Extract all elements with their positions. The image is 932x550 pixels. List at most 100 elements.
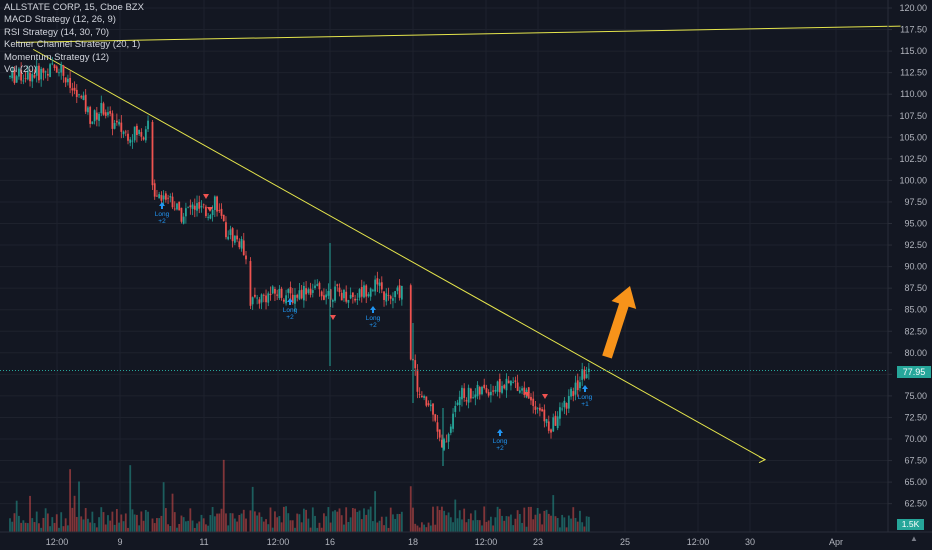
candle-body (300, 289, 303, 299)
candle-body (38, 65, 40, 81)
volume-bar (311, 507, 314, 532)
candle-body (309, 288, 312, 295)
candle-body (240, 239, 243, 249)
volume-bar (369, 506, 372, 532)
candle-body (42, 68, 45, 73)
volume-bar (20, 522, 23, 532)
volume-bar (271, 527, 274, 532)
volume-bar (561, 514, 564, 532)
volume-bar (372, 521, 374, 532)
volume-bar (260, 516, 263, 532)
volume-bar (358, 510, 361, 532)
volume-bar (80, 516, 83, 532)
indicator-momentum[interactable]: Momentum Strategy (12) (4, 51, 110, 63)
volume-bar (483, 506, 486, 532)
volume-bar (133, 514, 136, 532)
volume-bar (167, 524, 169, 532)
long-signal-icon (287, 298, 293, 302)
volume-bar (29, 495, 31, 532)
time-tick-label: Apr (829, 537, 843, 547)
time-tick-label: 12:00 (475, 537, 498, 547)
candle-body (543, 409, 546, 422)
volume-bar (73, 495, 76, 532)
volume-bar (115, 508, 118, 532)
short-signal-icon (203, 194, 209, 199)
volume-bar (93, 523, 96, 532)
volume-bar (184, 521, 187, 532)
candle-body (498, 378, 501, 393)
price-tick-label: 102.50 (899, 154, 927, 164)
candle-body (200, 205, 203, 208)
candle-body (356, 299, 359, 300)
candle-body (162, 195, 165, 200)
volume-bar (338, 508, 341, 532)
candle-body (363, 285, 365, 298)
volume-bar (347, 521, 350, 532)
candle-body (127, 133, 129, 141)
candle-body (434, 414, 437, 421)
candle-body (358, 289, 361, 298)
candle-body (51, 63, 54, 65)
volume-bar (158, 518, 161, 532)
price-tick-label: 97.50 (904, 197, 927, 207)
candle-body (367, 294, 370, 297)
volume-bar (467, 518, 470, 532)
indicator-volume[interactable]: Vol (20) (4, 64, 37, 76)
indicator-macd[interactable]: MACD Strategy (12, 26, 9) (4, 14, 116, 26)
indicator-keltner[interactable]: Keltner Channel Strategy (20, 1) (4, 39, 141, 51)
candle-body (271, 286, 274, 294)
volume-bar (356, 511, 359, 532)
price-tick-label: 117.50 (900, 25, 927, 35)
volume-bar (496, 506, 499, 532)
candle-body (380, 282, 383, 290)
candle-body (383, 291, 385, 300)
volume-bar (507, 516, 510, 532)
price-tick-label: 62.50 (904, 499, 927, 509)
indicator-rsi[interactable]: RSI Strategy (14, 30, 70) (4, 26, 110, 38)
long-signal-stem (499, 433, 501, 436)
candle-body (100, 102, 103, 114)
volume-bar (374, 491, 377, 532)
candle-body (89, 107, 92, 124)
candle-body (545, 419, 548, 423)
candle-body (276, 294, 279, 296)
price-tick-label: 70.00 (904, 434, 927, 444)
candle-body (202, 204, 205, 206)
candle-body (547, 421, 550, 431)
candle-body (220, 208, 223, 216)
volume-bar (171, 493, 174, 532)
candle-body (456, 402, 459, 405)
price-tick-label: 87.50 (904, 283, 927, 293)
candle-body (487, 392, 490, 396)
candle-body (570, 388, 572, 397)
candle-body (207, 216, 210, 218)
candle-body (209, 215, 212, 219)
candle-body (534, 406, 537, 410)
tradingview-logo-icon[interactable]: ▲ (910, 534, 918, 543)
volume-bar (436, 506, 439, 532)
volume-bar (178, 523, 181, 532)
volume-bar (227, 525, 230, 532)
signal-label: Long (155, 211, 170, 218)
volume-bar (409, 486, 412, 532)
volume-bar (129, 465, 132, 532)
candle-body (138, 129, 141, 135)
short-signal-icon (207, 207, 213, 212)
volume-bar (46, 513, 49, 532)
volume-bar (256, 515, 259, 532)
volume-bar (31, 518, 34, 532)
volume-bar (162, 482, 165, 532)
long-signal-stem (289, 302, 291, 305)
volume-bar (587, 516, 590, 532)
price-tick-label: 107.50 (899, 111, 927, 121)
signal-qty: +2 (496, 445, 504, 452)
candle-body (254, 294, 256, 297)
volume-bar (236, 521, 238, 532)
volume-bar (64, 518, 67, 532)
candle-body (66, 78, 69, 83)
volume-bar (530, 506, 532, 532)
candle-body (151, 121, 154, 186)
candle-body (418, 394, 421, 395)
